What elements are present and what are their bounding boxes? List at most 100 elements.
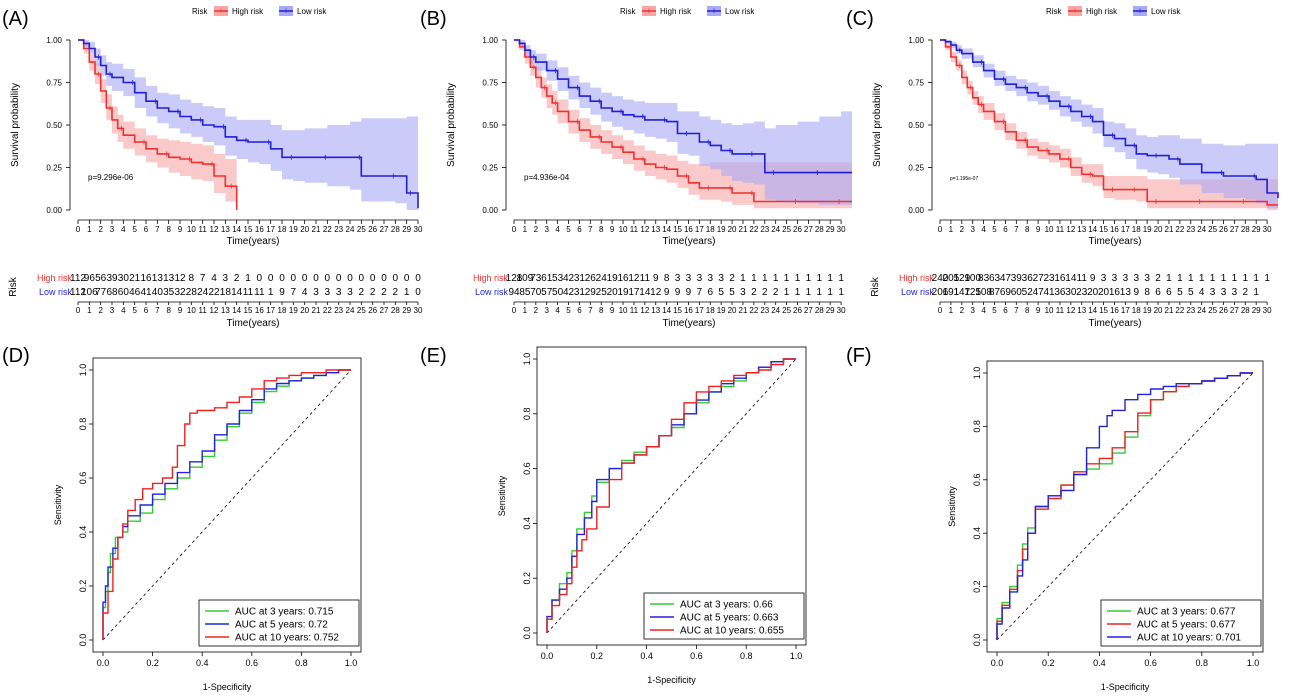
risk-x-tick-label: 16 [684,306,693,315]
legend: Risk + High risk + Low risk [1046,6,1181,16]
x-tick-label: 12 [640,225,649,234]
y-tick-label: 1.0 [972,367,982,380]
risk-x-tick-label: 3 [110,306,115,315]
panel-label: (F) [846,345,872,367]
risk-count: 8 [1144,287,1150,298]
risk-x-tick-label: 30 [837,306,846,315]
risk-count: 19 [607,273,619,284]
x-tick-label: 21 [739,225,748,234]
risk-count: 9 [675,287,681,298]
x-tick-label: 16 [1110,225,1119,234]
survival-curve-low-risk [514,39,852,174]
risk-count: 41 [1043,287,1055,298]
risk-x-axis-label: Time(years) [663,318,716,329]
risk-count: 2 [234,273,240,284]
legend-box [198,599,360,647]
risk-x-tick-label: 28 [391,306,400,315]
y-axis-label: Sensitivity [53,484,63,525]
x-tick-label: 21 [1165,225,1174,234]
y-tick-label: 0.25 [482,164,498,173]
x-tick-label: 0.0 [97,658,110,668]
risk-x-tick-label: 24 [1197,306,1206,315]
risk-count: 7 [291,287,297,298]
legend-label: AUC at 10 years: 0.701 [1137,633,1241,644]
risk-count: 36 [1022,273,1034,284]
x-tick-label: 20 [1154,225,1163,234]
risk-count: 1 [827,273,833,284]
risk-count: 57 [541,287,553,298]
risk-count: 8 [189,273,195,284]
risk-x-tick-label: 11 [199,306,208,315]
legend-title: Risk [192,7,209,16]
risk-count: 128 [506,273,523,284]
p-value: p=9.296e-06 [88,173,134,182]
x-tick-label: 6 [1003,225,1008,234]
risk-count: 77 [95,287,107,298]
risk-count: 7 [697,287,703,298]
risk-count: 1 [762,273,768,284]
x-tick-label: 3 [110,225,115,234]
legend-label: AUC at 3 years: 0.715 [235,607,334,618]
y-tick-label: 0.0 [522,627,532,640]
risk-x-tick-label: 12 [210,306,219,315]
x-tick-label: 2 [534,225,539,234]
risk-count: 35 [163,287,175,298]
x-tick-label: 26 [793,225,802,234]
risk-x-tick-label: 20 [728,306,737,315]
risk-count: 42 [563,287,575,298]
x-tick-label: 29 [826,225,835,234]
y-tick-label: 0.4 [78,526,88,539]
risk-x-tick-label: 3 [544,306,549,315]
y-tick-label: 0.8 [972,420,982,433]
risk-count: 2 [773,287,779,298]
risk-x-tick-label: 6 [1003,306,1008,315]
x-tick-label: 3 [970,225,975,234]
risk-x-tick-label: 21 [1165,306,1174,315]
risk-count: 1 [1177,273,1183,284]
risk-count: 3 [707,273,713,284]
legend-key-plus: + [283,6,288,16]
risk-count: 16 [140,273,152,284]
risk-count: 3 [1221,287,1227,298]
risk-count: 20 [1087,287,1099,298]
x-tick-label: 0.4 [640,651,653,661]
x-tick-label: 0.2 [591,651,604,661]
legend-label: AUC at 10 years: 0.752 [235,633,339,644]
x-tick-label: 28 [1241,225,1250,234]
legend-label: Low risk [1151,7,1181,16]
risk-count: 2 [1243,287,1249,298]
x-tick-label: 0 [512,225,517,234]
x-tick-label: 0 [938,225,943,234]
x-tick-label: 18 [1132,225,1141,234]
y-tick-label: 1.0 [78,364,88,377]
y-tick-label: 0.6 [78,472,88,485]
risk-x-tick-label: 9 [610,306,615,315]
risk-count: 1 [838,273,844,284]
y-tick-label: 0.0 [972,634,982,647]
km-panel-b: (B) Risk + High risk + Low risk 0.00 0.25 0.50 0.… [420,6,852,329]
ci-band-low [514,40,852,205]
risk-count: 0 [336,273,342,284]
y-tick-label: 0.25 [908,164,924,173]
risk-count: 1 [740,273,746,284]
x-tick-label: 1.0 [1247,658,1260,668]
y-tick-label: 0.75 [908,79,924,88]
legend-label: AUC at 10 years: 0.655 [680,626,784,637]
risk-count: 31 [574,287,586,298]
risk-count: 1 [245,273,251,284]
risk-count: 5 [729,287,735,298]
risk-x-tick-label: 13 [651,306,660,315]
risk-count: 109 [517,273,534,284]
risk-x-tick-label: 25 [782,306,791,315]
y-tick-label: 0.75 [46,79,62,88]
risk-count: 0 [257,273,263,284]
x-tick-label: 1.0 [345,658,358,668]
risk-x-tick-label: 6 [577,306,582,315]
risk-x-tick-label: 23 [334,306,343,315]
risk-count: 0 [370,273,376,284]
x-tick-label: 27 [804,225,813,234]
risk-count: 24 [197,287,209,298]
ci-band-low [940,40,1278,210]
risk-count: 1 [773,273,779,284]
